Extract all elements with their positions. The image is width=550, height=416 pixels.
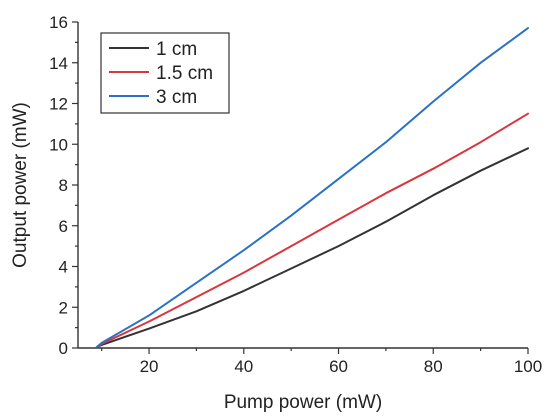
- x-axis-title: Pump power (mW): [224, 392, 382, 413]
- y-axis-title: Output power (mW): [10, 102, 31, 268]
- x-tick-label: 40: [234, 357, 253, 376]
- legend: 1 cm 1.5 cm 3 cm: [100, 32, 230, 114]
- series-line-3-cm: [95, 27, 529, 348]
- y-tick-label: 12: [49, 95, 68, 114]
- x-tick-label: 80: [424, 357, 443, 376]
- axes: 20 40 60 80 100 0 2 4 6 8 10 12 14 16: [49, 13, 542, 376]
- x-tick-label: 100: [514, 357, 542, 376]
- legend-label: 3 cm: [156, 87, 197, 108]
- series-line-1-5-cm: [95, 112, 529, 348]
- y-tick-label: 6: [59, 217, 68, 236]
- y-tick-label: 14: [49, 54, 68, 73]
- series-line-1-cm: [95, 147, 529, 348]
- y-tick-label: 0: [59, 339, 68, 358]
- y-tick-label: 10: [49, 135, 68, 154]
- legend-label: 1 cm: [156, 39, 197, 60]
- legend-label: 1.5 cm: [156, 63, 213, 84]
- y-tick-label: 16: [49, 13, 68, 32]
- x-tick-label: 20: [140, 357, 159, 376]
- y-tick-label: 8: [59, 176, 68, 195]
- x-tick-label: 60: [329, 357, 348, 376]
- series-lines: [95, 27, 529, 348]
- y-tick-label: 4: [59, 258, 68, 277]
- y-tick-label: 2: [59, 298, 68, 317]
